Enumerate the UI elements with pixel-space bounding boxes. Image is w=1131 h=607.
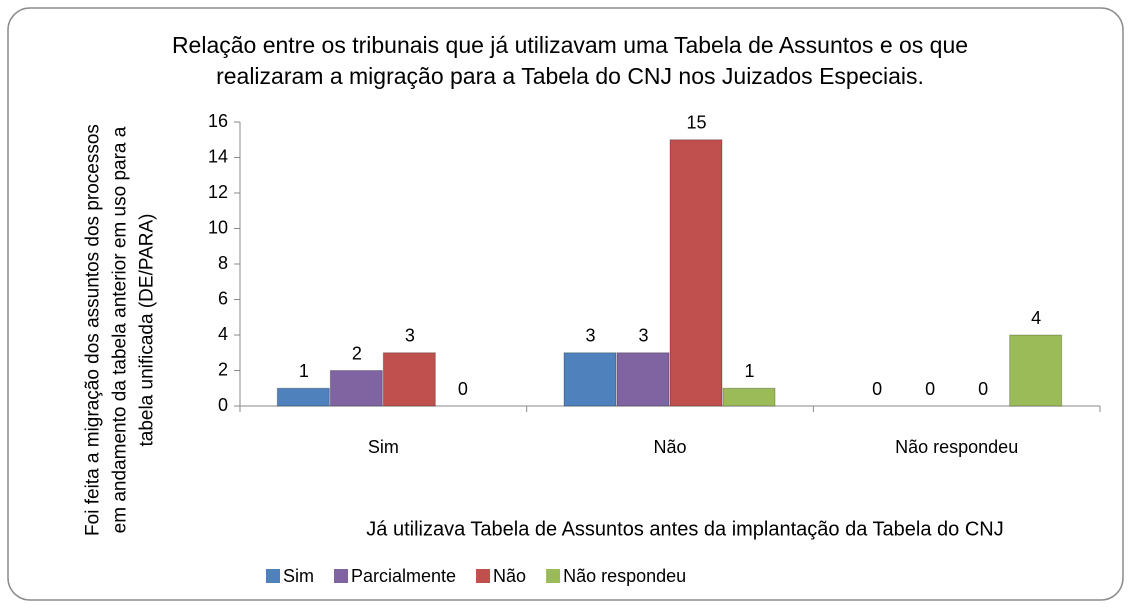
data-label: 3 — [638, 326, 648, 346]
y-tick-label: 16 — [208, 111, 228, 131]
data-label: 2 — [352, 343, 362, 363]
data-label: 1 — [744, 361, 754, 381]
data-label: 0 — [925, 379, 935, 399]
bar — [616, 352, 670, 407]
chart-frame — [7, 7, 1124, 601]
data-label: 0 — [978, 379, 988, 399]
data-label: 15 — [686, 113, 706, 133]
bar — [276, 387, 330, 407]
legend-label: Não respondeu — [563, 566, 686, 586]
data-label: 4 — [1031, 308, 1041, 328]
data-label: 3 — [405, 326, 415, 346]
y-tick-label: 2 — [218, 359, 228, 379]
bar — [1009, 334, 1063, 407]
y-tick-label: 0 — [218, 395, 228, 415]
legend-swatch — [334, 569, 348, 583]
x-tick-label: Sim — [368, 437, 399, 457]
bar — [563, 352, 617, 407]
data-label: 1 — [299, 361, 309, 381]
y-tick-label: 14 — [208, 146, 228, 166]
bar — [329, 370, 383, 407]
chart-title: Relação entre os tribunais que já utiliz… — [171, 32, 969, 89]
y-tick-label: 8 — [218, 253, 228, 273]
legend-label: Parcialmente — [351, 566, 456, 586]
y-tick-label: 4 — [218, 324, 228, 344]
data-label: 0 — [872, 379, 882, 399]
legend-label: Não — [493, 566, 526, 586]
y-axis-label: Foi feita a migração dos assuntos dos pr… — [82, 124, 158, 536]
x-axis-label: Já utilizava Tabela de Assuntos antes da… — [366, 518, 1003, 540]
legend-swatch — [546, 569, 561, 583]
y-tick-label: 10 — [208, 217, 228, 237]
y-tick-label: 12 — [208, 182, 228, 202]
x-tick-label: Não — [653, 437, 686, 457]
bar — [382, 352, 436, 407]
y-tick-label: 6 — [218, 288, 228, 308]
bar — [722, 387, 776, 407]
legend-swatch — [266, 569, 280, 583]
data-label: 3 — [585, 326, 595, 346]
data-label: 0 — [458, 379, 468, 399]
legend-swatch — [476, 569, 491, 583]
legend-label: Sim — [283, 566, 314, 586]
x-tick-label: Não respondeu — [895, 437, 1018, 457]
bar — [669, 139, 723, 407]
